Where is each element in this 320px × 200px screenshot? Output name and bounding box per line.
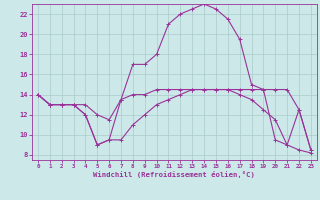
X-axis label: Windchill (Refroidissement éolien,°C): Windchill (Refroidissement éolien,°C) <box>93 171 255 178</box>
